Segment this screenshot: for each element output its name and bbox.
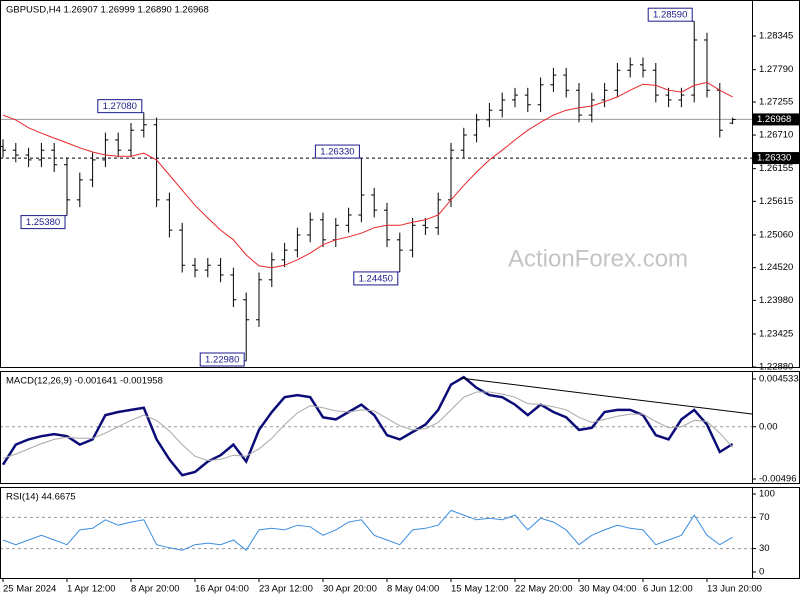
series-line [2,391,733,462]
annotation-box [353,271,399,286]
annotation-label: 1.26330 [320,147,354,158]
annotation-box [20,215,66,230]
y-tick-label: 1.23980 [759,295,793,306]
annotation-box [647,7,693,22]
y-tick-label: 1.24520 [759,262,793,273]
y-tick-label: -0.00496 [759,474,797,485]
price-label: 1.26330 [757,153,791,164]
annotation-box [314,144,360,159]
y-tick-label: 1.23425 [759,329,793,340]
y-tick-label: 0.00 [759,421,778,432]
y-tick-label: 1.27255 [759,97,793,108]
annotation-label: 1.28590 [653,10,687,21]
y-tick-label: 1.28345 [759,31,793,42]
annotation-label: 1.25380 [26,217,60,228]
y-tick-label: 0 [759,567,764,578]
panel-title: GBPUSD,H4 1.26907 1.26999 1.26890 1.2696… [6,5,209,16]
series-line [2,509,733,551]
x-tick-label: 23 Apr 12:00 [259,584,313,595]
annotation-label: 1.22980 [205,355,239,366]
x-tick-label: 30 Apr 20:00 [323,584,377,595]
price-label: 1.26968 [757,114,791,125]
annotation-box [199,352,245,367]
annotation-label: 1.24450 [359,273,393,284]
watermark: ActionForex.com [508,245,688,272]
trend-line [459,377,753,415]
x-tick-label: 16 Apr 04:00 [195,584,249,595]
series-line [2,81,733,269]
annotation-box [97,99,143,114]
y-tick-label: 1.22880 [759,362,793,373]
x-tick-label: 13 Jun 20:00 [707,584,762,595]
y-tick-label: 1.26155 [759,163,793,174]
plot-area [1,375,752,477]
x-tick-label: 8 Apr 20:00 [131,584,180,595]
y-tick-label: 70 [759,512,770,523]
y-tick-label: 1.27790 [759,64,793,75]
x-tick-label: 8 May 04:00 [387,584,439,595]
annotation-label: 1.27080 [103,101,137,112]
x-tick-label: 15 May 12:00 [451,584,509,595]
y-tick-label: 30 [759,543,770,554]
x-tick-label: 25 Mar 2024 [3,584,56,595]
y-tick-label: 1.26710 [759,130,793,141]
x-tick-label: 30 May 04:00 [579,584,637,595]
x-tick-label: 22 May 20:00 [515,584,573,595]
series-line [1,375,734,477]
plot-area: ActionForex.com [1,21,752,361]
x-tick-label: 1 Apr 12:00 [67,584,116,595]
price-label-box [753,152,800,165]
y-tick-label: 0.004533 [759,373,799,384]
y-tick-label: 100 [759,489,775,500]
panel-title: MACD(12,26,9) -0.001641 -0.001958 [6,376,163,387]
y-tick-label: 1.25615 [759,196,793,207]
panel-title: RSI(14) 44.6675 [6,492,76,503]
y-tick-label: 1.25060 [759,229,793,240]
x-tick-label: 6 Jun 12:00 [643,584,693,595]
plot-area [1,509,752,551]
price-label-box [753,113,800,126]
